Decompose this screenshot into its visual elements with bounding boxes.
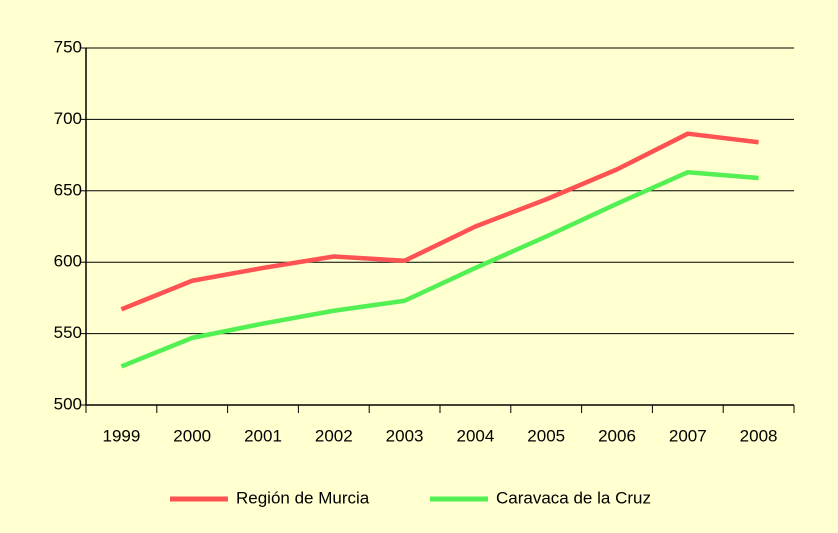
x-tick-label: 2000 bbox=[173, 426, 211, 445]
y-tick-label: 500 bbox=[54, 394, 82, 413]
legend-label: Región de Murcia bbox=[236, 488, 370, 507]
x-tick-label: 2001 bbox=[244, 426, 282, 445]
x-tick-label: 2008 bbox=[740, 426, 778, 445]
x-tick-label: 2003 bbox=[386, 426, 424, 445]
y-tick-label: 650 bbox=[54, 180, 82, 199]
x-tick-label: 2004 bbox=[456, 426, 494, 445]
legend-label: Caravaca de la Cruz bbox=[496, 488, 651, 507]
series-line bbox=[120, 169, 759, 369]
y-tick-label: 750 bbox=[54, 37, 82, 56]
x-tick-label: 2002 bbox=[315, 426, 353, 445]
series-line bbox=[120, 131, 759, 312]
x-tick-label: 2005 bbox=[527, 426, 565, 445]
y-tick-label: 600 bbox=[54, 252, 82, 271]
x-tick-label: 2007 bbox=[669, 426, 707, 445]
y-tick-label: 550 bbox=[54, 323, 82, 342]
y-tick-label: 700 bbox=[54, 109, 82, 128]
x-tick-label: 1999 bbox=[102, 426, 140, 445]
x-tick-label: 2006 bbox=[598, 426, 636, 445]
